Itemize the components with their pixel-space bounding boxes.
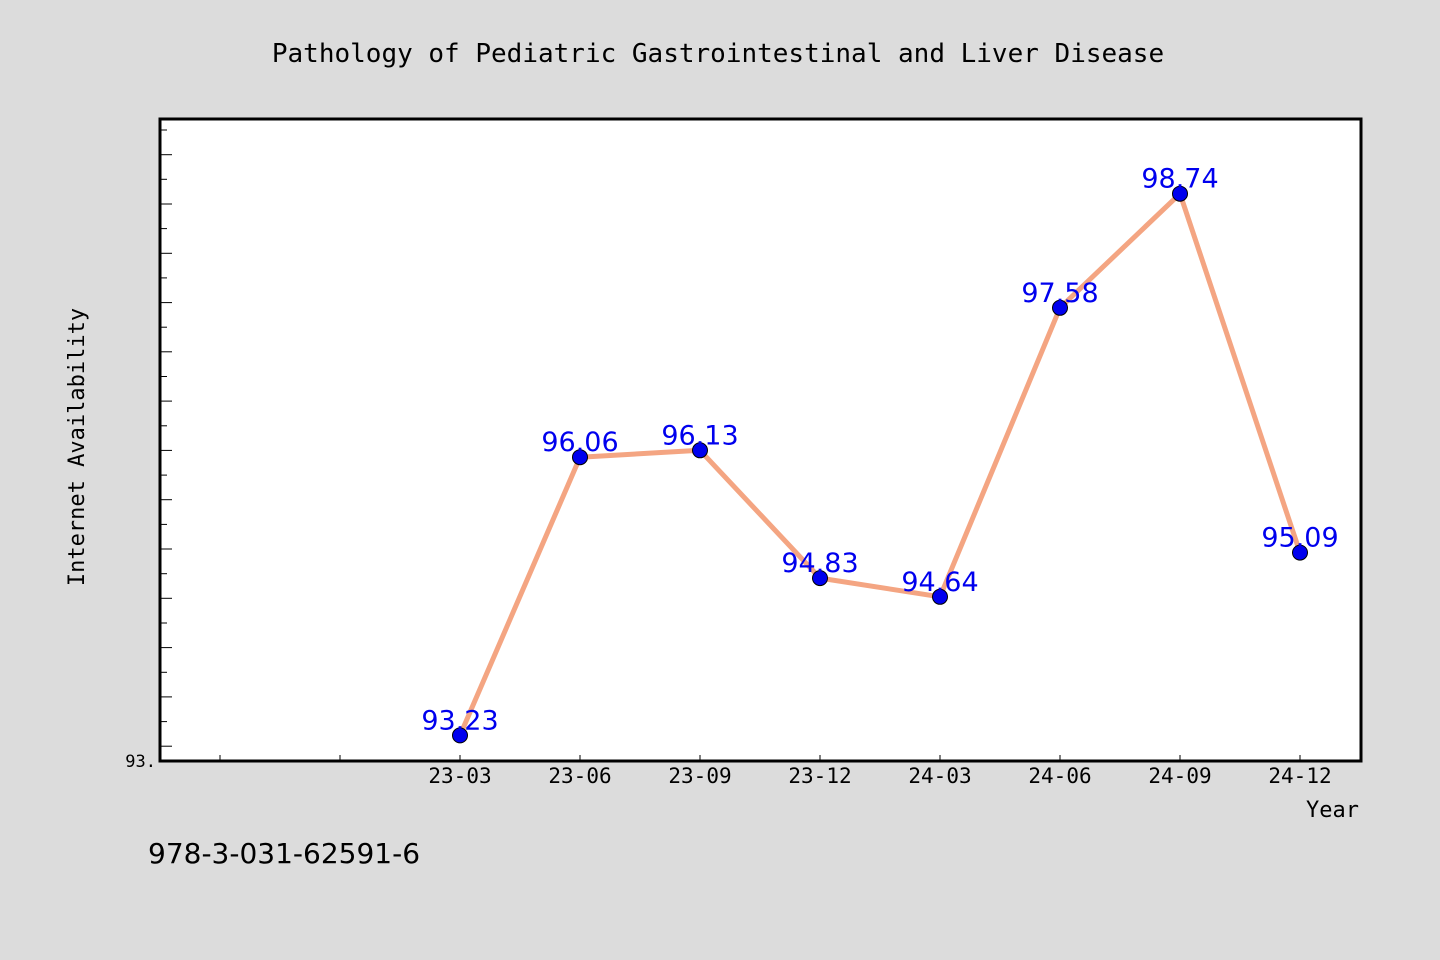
y-axis-ticks — [160, 129, 172, 747]
data-point — [452, 727, 468, 744]
x-axis-label: Year — [1306, 798, 1359, 823]
data-point — [572, 449, 588, 466]
x-tick-label: 23-09 — [668, 764, 731, 788]
x-tick-label: 23-03 — [428, 764, 491, 788]
data-label: 96.06 — [541, 427, 618, 458]
plot-area — [160, 119, 1361, 761]
data-point — [812, 570, 828, 587]
data-label: 96.13 — [661, 420, 738, 451]
series-line — [457, 191, 1303, 738]
y-tick-label: 93. — [125, 752, 156, 772]
x-tick-label: 23-06 — [548, 764, 611, 788]
data-point — [692, 442, 708, 459]
y-axis-label: Internet Availability — [65, 308, 90, 586]
chart-title: Pathology of Pediatric Gastrointestinal … — [272, 39, 1164, 69]
plot-frame — [158, 117, 1363, 763]
data-labels: 93.23 96.06 96.13 94.83 94.64 97.58 98.74 95.09 — [421, 164, 1338, 737]
x-tick-label: 24-06 — [1028, 764, 1091, 788]
data-point — [1172, 185, 1188, 202]
x-tick-labels: 23-03 23-06 23-09 23-12 24-03 24-06 24-09 24-12 — [428, 764, 1331, 788]
data-point — [1292, 544, 1308, 561]
data-point — [1052, 299, 1068, 316]
isbn-text: 978-3-031-62591-6 — [148, 837, 420, 870]
series-markers — [452, 185, 1308, 744]
data-label: 98.74 — [1141, 164, 1218, 195]
x-tick-label: 23-12 — [788, 764, 851, 788]
data-label: 94.83 — [781, 548, 858, 579]
data-label: 93.23 — [421, 705, 498, 736]
data-label: 97.58 — [1021, 278, 1098, 309]
data-point — [932, 588, 948, 605]
x-tick-label: 24-12 — [1268, 764, 1331, 788]
data-label: 95.09 — [1261, 523, 1338, 554]
x-tick-label: 24-09 — [1148, 764, 1211, 788]
x-tick-label: 24-03 — [908, 764, 971, 788]
data-label: 94.64 — [901, 567, 978, 598]
